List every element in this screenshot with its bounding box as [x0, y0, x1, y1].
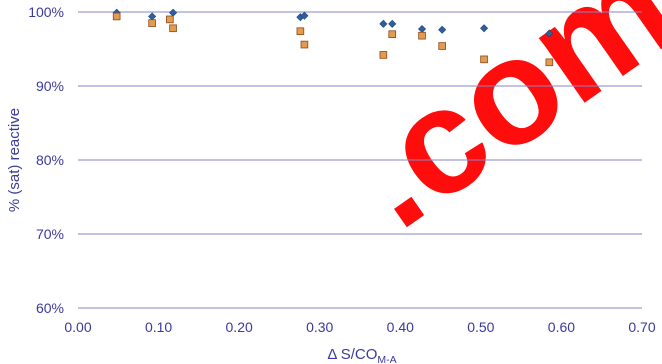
- x-tick-label: 0.20: [226, 319, 253, 335]
- square-point: [148, 19, 156, 27]
- square-point: [166, 15, 174, 24]
- x-axis-label-subscript: M-A: [377, 354, 396, 364]
- x-axis-label: Δ S/COM-A: [327, 346, 396, 364]
- x-tick-label: 0.30: [306, 319, 333, 335]
- diamond-point: [545, 29, 554, 38]
- x-tick-label: 0.40: [387, 319, 414, 335]
- square-point: [379, 51, 388, 59]
- diamond-point: [169, 8, 178, 17]
- diamond-point: [438, 25, 447, 34]
- x-tick-label: 0.60: [548, 319, 575, 335]
- square-point: [388, 30, 397, 38]
- diamond-point: [148, 12, 157, 21]
- diamond-point: [379, 19, 388, 28]
- y-tick-label: 100%: [28, 4, 64, 20]
- square-point: [169, 24, 177, 33]
- x-tick-label: 0.70: [628, 319, 655, 335]
- square-point: [112, 12, 121, 21]
- y-tick-label: 90%: [36, 78, 64, 94]
- watermark: .com: [321, 0, 662, 259]
- square-point: [300, 40, 309, 49]
- tick-labels: 60% 70% 80% 90% 100% 0.00 0.10 0.20 0.30 0.40 0.50…: [28, 4, 656, 335]
- square-point: [296, 27, 305, 36]
- x-tick-label: 0.00: [64, 319, 91, 335]
- y-tick-label: 60%: [36, 300, 64, 316]
- square-point: [418, 31, 426, 40]
- diamond-point: [388, 19, 397, 28]
- y-tick-label: 70%: [36, 226, 64, 242]
- data-points: [112, 8, 554, 67]
- diamond-point: [480, 24, 489, 33]
- square-point: [545, 58, 554, 67]
- square-point: [438, 42, 446, 50]
- x-axis-label-main: Δ S/CO: [327, 346, 377, 363]
- y-tick-label: 80%: [36, 152, 64, 168]
- y-axis-label: % (sat) reactive: [6, 108, 23, 212]
- square-point: [480, 55, 488, 64]
- x-tick-label: 0.10: [145, 319, 172, 335]
- svg-text:.com: .com: [321, 0, 662, 259]
- diamond-point: [300, 11, 309, 20]
- diamond-point: [418, 24, 427, 34]
- x-tick-label: 0.50: [467, 319, 494, 335]
